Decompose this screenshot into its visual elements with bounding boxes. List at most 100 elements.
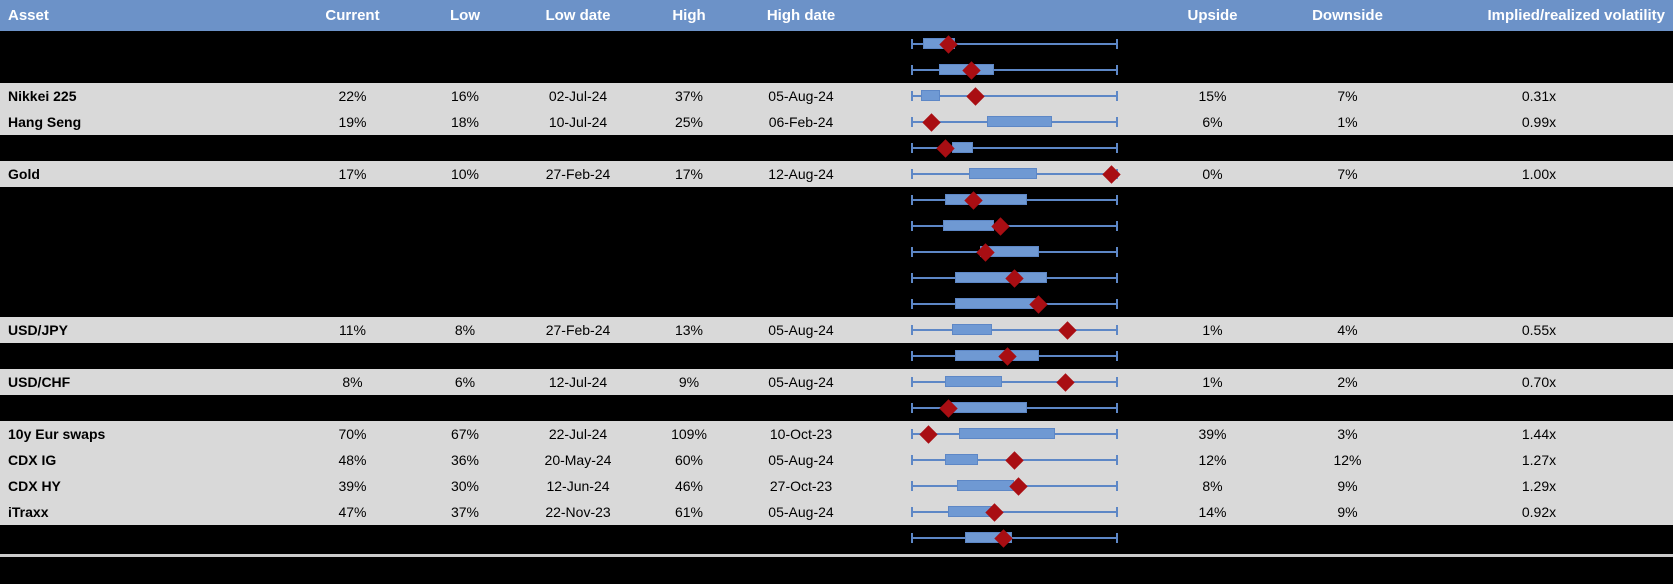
whisker-line bbox=[912, 381, 1117, 383]
current-marker-diamond bbox=[922, 112, 942, 132]
whisker-cap-right bbox=[1116, 247, 1118, 257]
high-date: 05-Aug-24 bbox=[768, 504, 834, 520]
whisker-cap-right bbox=[1116, 65, 1118, 75]
upside-value: 14% bbox=[1198, 504, 1227, 520]
chart-only-row bbox=[0, 213, 1673, 239]
upside-value: 1% bbox=[1202, 322, 1223, 338]
range-plot bbox=[850, 447, 1135, 473]
table-row: Gold 17% 10% 27-Feb-24 17% 12-Aug-24 0% … bbox=[0, 161, 1673, 187]
low-value: 18% bbox=[450, 114, 480, 130]
range-box bbox=[955, 298, 1038, 309]
whisker-cap-right bbox=[1116, 39, 1118, 49]
current-value: 17% bbox=[338, 166, 367, 182]
current-marker-diamond bbox=[1005, 450, 1024, 470]
range-plot-area bbox=[911, 213, 1118, 239]
high-value: 109% bbox=[671, 426, 707, 442]
table-body: Nikkei 225 22% 16% 02-Jul-24 37% 05-Aug-… bbox=[0, 31, 1673, 551]
range-box bbox=[942, 220, 994, 231]
high-date: 06-Feb-24 bbox=[768, 114, 834, 130]
whisker-cap-left bbox=[911, 117, 913, 127]
range-box bbox=[944, 194, 1027, 205]
whisker-line bbox=[912, 329, 1117, 331]
table-row: iTraxx 47% 37% 22-Nov-23 61% 05-Aug-24 1… bbox=[0, 499, 1673, 525]
range-plot-area bbox=[911, 265, 1118, 291]
upside-value: 6% bbox=[1202, 114, 1223, 130]
whisker-cap-left bbox=[911, 39, 913, 49]
asset-label: 10y Eur swaps bbox=[8, 426, 106, 442]
low-date: 22-Nov-23 bbox=[545, 504, 611, 520]
whisker-cap-right bbox=[1116, 533, 1118, 543]
downside-value: 1% bbox=[1337, 114, 1358, 130]
downside-value: 7% bbox=[1337, 88, 1358, 104]
whisker-cap-left bbox=[911, 377, 913, 387]
range-plot-area bbox=[911, 291, 1118, 317]
range-plot-area bbox=[911, 31, 1118, 57]
range-plot-area bbox=[911, 239, 1118, 265]
current-value: 70% bbox=[338, 426, 367, 442]
asset-label: Gold bbox=[8, 166, 40, 182]
upside-value: 15% bbox=[1198, 88, 1227, 104]
whisker-cap-right bbox=[1116, 195, 1118, 205]
whisker-line bbox=[912, 95, 1117, 97]
range-box bbox=[944, 454, 978, 465]
downside-value: 2% bbox=[1337, 374, 1358, 390]
whisker-line bbox=[912, 511, 1117, 513]
chart-only-row bbox=[0, 291, 1673, 317]
range-box bbox=[944, 376, 1003, 387]
chart-only-row bbox=[0, 135, 1673, 161]
upside-value: 1% bbox=[1202, 374, 1223, 390]
volatility-ratio: 0.92x bbox=[1521, 504, 1557, 520]
range-plot bbox=[850, 473, 1135, 499]
high-value: 17% bbox=[674, 166, 704, 182]
chart-only-row bbox=[0, 187, 1673, 213]
table-row: CDX HY 39% 30% 12-Jun-24 46% 27-Oct-23 8… bbox=[0, 473, 1673, 499]
range-plot bbox=[850, 395, 1135, 421]
range-plot-area bbox=[911, 369, 1118, 395]
low-date: 27-Feb-24 bbox=[545, 322, 611, 338]
volatility-ratio: 1.29x bbox=[1521, 478, 1557, 494]
whisker-cap-right bbox=[1116, 91, 1118, 101]
current-marker-diamond bbox=[1056, 372, 1075, 392]
current-marker-diamond bbox=[1102, 164, 1122, 184]
range-plot bbox=[850, 317, 1135, 343]
chart-only-row bbox=[0, 525, 1673, 551]
range-plot-area bbox=[911, 83, 1118, 109]
downside-value: 9% bbox=[1337, 478, 1358, 494]
range-box bbox=[950, 402, 1027, 413]
high-value: 61% bbox=[674, 504, 704, 520]
range-plot bbox=[850, 421, 1135, 447]
range-plot bbox=[850, 239, 1135, 265]
whisker-cap-left bbox=[911, 403, 913, 413]
current-value: 39% bbox=[338, 478, 367, 494]
low-value: 6% bbox=[454, 374, 476, 390]
low-value: 36% bbox=[450, 452, 480, 468]
column-header-asset: Asset bbox=[8, 7, 49, 24]
range-plot bbox=[850, 499, 1135, 525]
table-row: CDX IG 48% 36% 20-May-24 60% 05-Aug-24 1… bbox=[0, 447, 1673, 473]
whisker-cap-left bbox=[911, 143, 913, 153]
table-row: 10y Eur swaps 70% 67% 22-Jul-24 109% 10-… bbox=[0, 421, 1673, 447]
whisker-cap-left bbox=[911, 299, 913, 309]
whisker-line bbox=[912, 69, 1117, 71]
whisker-cap-right bbox=[1116, 403, 1118, 413]
whisker-cap-left bbox=[911, 247, 913, 257]
range-box bbox=[957, 480, 1015, 491]
chart-only-row bbox=[0, 57, 1673, 83]
volatility-ratio: 0.55x bbox=[1521, 322, 1557, 338]
low-date: 22-Jul-24 bbox=[548, 426, 608, 442]
whisker-cap-right bbox=[1116, 481, 1118, 491]
range-plot-area bbox=[911, 135, 1118, 161]
downside-value: 9% bbox=[1337, 504, 1358, 520]
range-plot bbox=[850, 343, 1135, 369]
bottom-divider bbox=[0, 554, 1673, 557]
whisker-cap-right bbox=[1116, 143, 1118, 153]
low-value: 10% bbox=[450, 166, 480, 182]
whisker-cap-left bbox=[911, 273, 913, 283]
chart-only-row bbox=[0, 31, 1673, 57]
range-plot-area bbox=[911, 525, 1118, 551]
whisker-cap-right bbox=[1116, 377, 1118, 387]
low-date: 10-Jul-24 bbox=[548, 114, 608, 130]
high-value: 13% bbox=[674, 322, 704, 338]
whisker-cap-right bbox=[1116, 429, 1118, 439]
range-plot bbox=[850, 57, 1135, 83]
